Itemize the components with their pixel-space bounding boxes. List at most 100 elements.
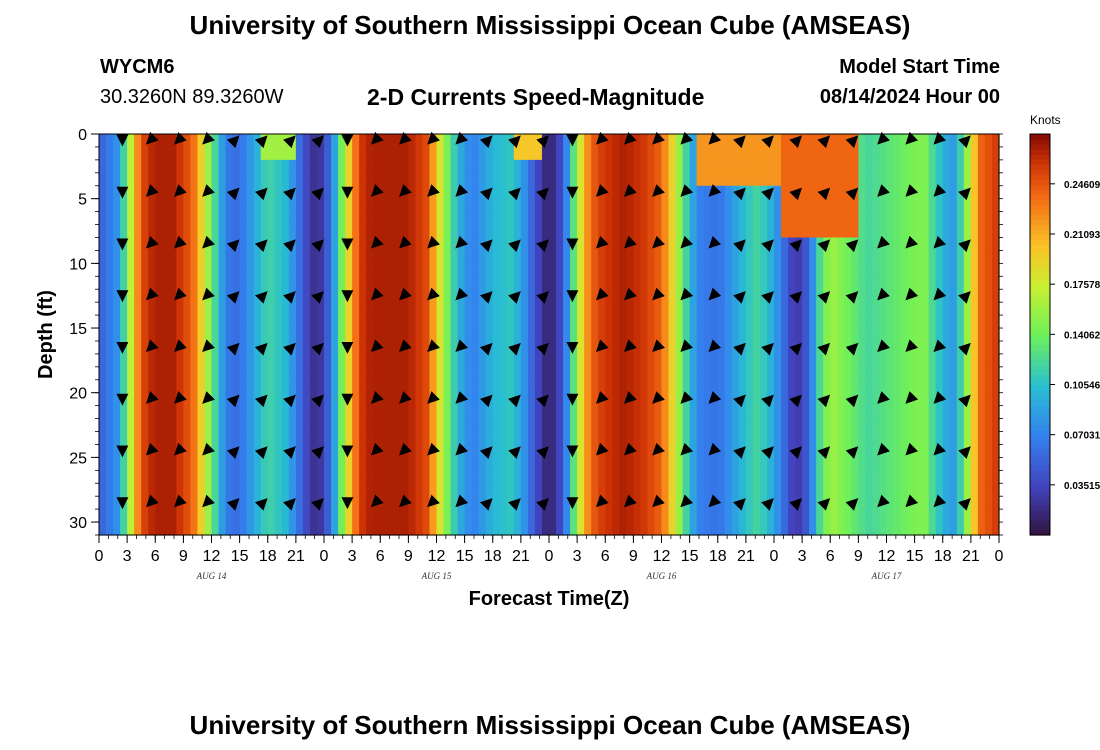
heatmap-cell: [401, 276, 409, 290]
heatmap-cell: [675, 289, 684, 303]
heatmap-cell: [464, 366, 473, 381]
heatmap-cell: [316, 418, 325, 433]
heatmap-cell: [134, 366, 142, 381]
heatmap-cell: [689, 328, 698, 342]
heatmap-cell: [724, 483, 733, 497]
heatmap-cell: [984, 444, 993, 458]
current-arrow: [479, 446, 493, 460]
heatmap-cell: [893, 340, 902, 355]
current-arrow: [536, 394, 549, 408]
heatmap-cell: [260, 470, 269, 484]
heatmap-cell: [281, 483, 290, 497]
heatmap-cell: [556, 224, 564, 239]
heatmap-cell: [570, 444, 578, 458]
heatmap-cell: [816, 134, 824, 148]
heatmap-cell: [401, 431, 409, 446]
heatmap-cell: [907, 353, 916, 368]
current-arrow: [958, 239, 971, 253]
heatmap-cell: [464, 444, 473, 458]
heatmap-cell: [162, 224, 170, 239]
heatmap-cell: [401, 315, 409, 329]
heatmap-cell: [324, 224, 332, 239]
heatmap-cell: [956, 522, 965, 536]
heatmap-cell: [591, 353, 599, 368]
colorbar-segment: [1030, 179, 1050, 185]
heatmap-cell: [781, 457, 789, 471]
heatmap-cell: [605, 328, 613, 342]
heatmap-cell: [949, 134, 958, 148]
heatmap-cell: [570, 302, 578, 316]
heatmap-cell: [387, 418, 395, 433]
heatmap-cell: [696, 211, 705, 226]
heatmap-cell: [710, 159, 719, 174]
heatmap-cell: [288, 379, 297, 394]
heatmap-cell: [366, 237, 374, 252]
heatmap-cell: [169, 302, 177, 316]
heatmap-cell: [190, 302, 199, 316]
heatmap-cell: [366, 340, 374, 355]
heatmap-cell: [703, 328, 712, 342]
heatmap-cell: [506, 224, 515, 239]
heatmap-cell: [914, 509, 923, 523]
heatmap-cell: [577, 366, 585, 381]
heatmap-cell: [577, 353, 585, 368]
heatmap-cell: [134, 263, 142, 277]
heatmap-cell: [106, 340, 114, 355]
heatmap-cell: [921, 198, 930, 213]
heatmap-cell: [703, 392, 712, 407]
heatmap-cell: [549, 405, 557, 420]
heatmap-cell: [176, 509, 184, 523]
heatmap-cell: [633, 211, 642, 226]
colorbar-segment: [1030, 344, 1050, 351]
heatmap-cell: [717, 159, 726, 174]
heatmap-cell: [738, 302, 747, 316]
heatmap-cell: [141, 185, 149, 200]
heatmap-cell: [295, 353, 304, 368]
heatmap-cell: [858, 134, 867, 148]
heatmap-cell: [907, 328, 916, 342]
heatmap-cell: [844, 198, 852, 213]
heatmap-cell: [359, 185, 367, 200]
colorbar-segment: [1030, 144, 1050, 150]
heatmap-cell: [127, 457, 135, 471]
heatmap-cell: [577, 431, 585, 446]
heatmap-cell: [914, 470, 923, 484]
heatmap-cell: [745, 444, 754, 458]
heatmap-cell: [766, 315, 775, 329]
heatmap-cell: [963, 457, 972, 471]
heatmap-cell: [858, 198, 867, 213]
heatmap-cell: [563, 353, 571, 368]
heatmap-cell: [401, 470, 409, 484]
heatmap-cell: [394, 315, 402, 329]
heatmap-cell: [682, 457, 691, 471]
heatmap-cell: [492, 198, 501, 213]
heatmap-cell: [218, 366, 227, 381]
x-tick-label: 12: [428, 548, 446, 565]
heatmap-cell: [99, 444, 107, 458]
heatmap-cell: [886, 483, 895, 497]
heatmap-cell: [415, 483, 424, 497]
heatmap-cell: [556, 522, 564, 536]
heatmap-cell: [267, 172, 276, 187]
heatmap-cell: [99, 289, 107, 303]
heatmap-cell: [380, 263, 388, 277]
heatmap-cell: [703, 496, 712, 510]
heatmap-cell: [176, 522, 184, 536]
heatmap-cell: [373, 353, 381, 368]
heatmap-cell: [647, 146, 656, 161]
heatmap-cell: [717, 418, 726, 433]
heatmap-cell: [387, 353, 395, 368]
heatmap-cell: [696, 483, 705, 497]
heatmap-cell: [956, 470, 965, 484]
heatmap-cell: [302, 224, 311, 239]
heatmap-cell: [492, 302, 501, 316]
heatmap-cell: [774, 328, 782, 342]
heatmap-cell: [774, 340, 782, 355]
heatmap-cell: [331, 289, 339, 303]
heatmap-cell: [745, 353, 754, 368]
heatmap-cell: [710, 146, 719, 161]
heatmap-cell: [338, 289, 346, 303]
heatmap-cell: [218, 134, 227, 148]
heatmap-cell: [527, 159, 536, 174]
heatmap-cell: [408, 146, 417, 161]
